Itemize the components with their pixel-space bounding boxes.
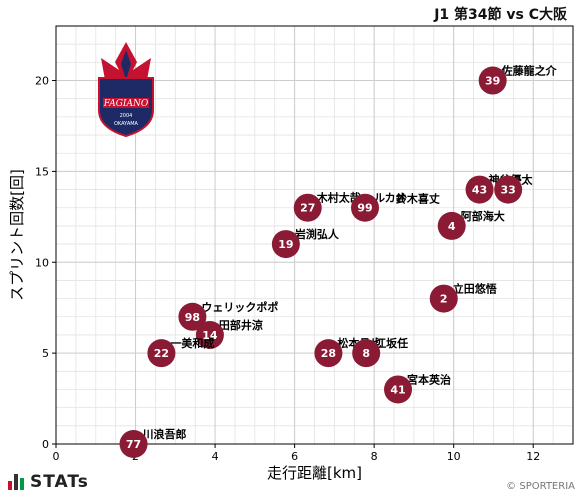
point-number-label: 4: [448, 220, 456, 233]
x-tick-label: 12: [526, 450, 540, 463]
data-point: [437, 211, 466, 240]
x-axis-label: 走行距離[km]: [267, 464, 362, 482]
point-name-label: 阿部海大: [461, 209, 505, 223]
data-point: [494, 175, 523, 204]
point-number-label: 14: [202, 329, 218, 342]
data-point: [293, 193, 322, 222]
point-number-label: 98: [185, 311, 200, 324]
point-name-label: 宮本英治: [407, 372, 451, 386]
stats-logo-text: STATs: [30, 472, 89, 492]
point-name-label: ウェリックポポ: [201, 300, 278, 314]
y-tick-label: 0: [42, 438, 49, 451]
point-name-label: ルカオ: [374, 192, 407, 205]
data-point: [478, 66, 507, 95]
point-number-label: 99: [357, 202, 372, 215]
data-point: [314, 339, 343, 368]
badge-name-text: FAGIANO: [103, 99, 149, 109]
point-number-label: 77: [126, 438, 141, 451]
point-name-label: 立田悠悟: [453, 282, 497, 296]
stats-logo: STATs: [8, 472, 89, 492]
point-number-label: 2: [440, 293, 448, 306]
y-axis-label: スプリント回数[回]: [8, 169, 26, 301]
x-tick-label: 8: [371, 450, 378, 463]
point-name-label: 鈴木喜丈: [396, 192, 440, 206]
point-name-label: 岩渕弘人: [294, 227, 340, 241]
point-name-label: 江坂任: [375, 336, 408, 350]
data-point: [178, 302, 207, 331]
data-point: [352, 339, 381, 368]
point-number-label: 43: [472, 184, 487, 197]
point-name-label: 佐藤龍之介: [501, 64, 558, 78]
badge-city-text: OKAYAMA: [114, 121, 139, 127]
point-number-label: 22: [154, 347, 169, 360]
y-tick-label: 10: [35, 256, 49, 269]
point-name-label: 木村太哉: [316, 191, 361, 205]
team-badge: FAGIANO 2004 OKAYAMA: [95, 40, 157, 142]
point-number-label: 39: [485, 75, 500, 88]
x-tick-label: 6: [291, 450, 298, 463]
point-name-label: 川浪吾郎: [142, 427, 187, 441]
y-tick-label: 20: [35, 75, 49, 88]
badge-year-text: 2004: [120, 113, 133, 119]
point-number-label: 19: [278, 238, 293, 251]
data-point: [384, 375, 413, 404]
point-number-label: 27: [300, 202, 315, 215]
x-tick-label: 4: [212, 450, 219, 463]
point-number-label: 28: [321, 347, 336, 360]
point-number-label: 41: [390, 383, 405, 396]
copyright-text: © SPORTERIA: [506, 481, 575, 492]
data-point: [195, 320, 224, 349]
data-point: [351, 193, 380, 222]
x-tick-label: 0: [53, 450, 60, 463]
stats-bars-icon: [8, 474, 24, 490]
y-tick-label: 5: [42, 347, 49, 360]
y-tick-label: 15: [35, 165, 49, 178]
data-point: [429, 284, 458, 313]
data-point: [465, 175, 494, 204]
point-number-label: 8: [362, 347, 370, 360]
point-name-label: 田部井涼: [219, 318, 263, 332]
point-name-label: 一美和成: [170, 336, 214, 350]
data-point: [271, 230, 300, 259]
team-emblem-icon: FAGIANO 2004 OKAYAMA: [98, 42, 154, 138]
data-point: [147, 339, 176, 368]
plot-frame: [55, 25, 574, 445]
x-tick-label: 10: [447, 450, 461, 463]
chart-title: J1 第34節 vs C大阪: [434, 7, 567, 23]
data-point: [119, 430, 148, 458]
point-number-label: 33: [501, 184, 516, 197]
